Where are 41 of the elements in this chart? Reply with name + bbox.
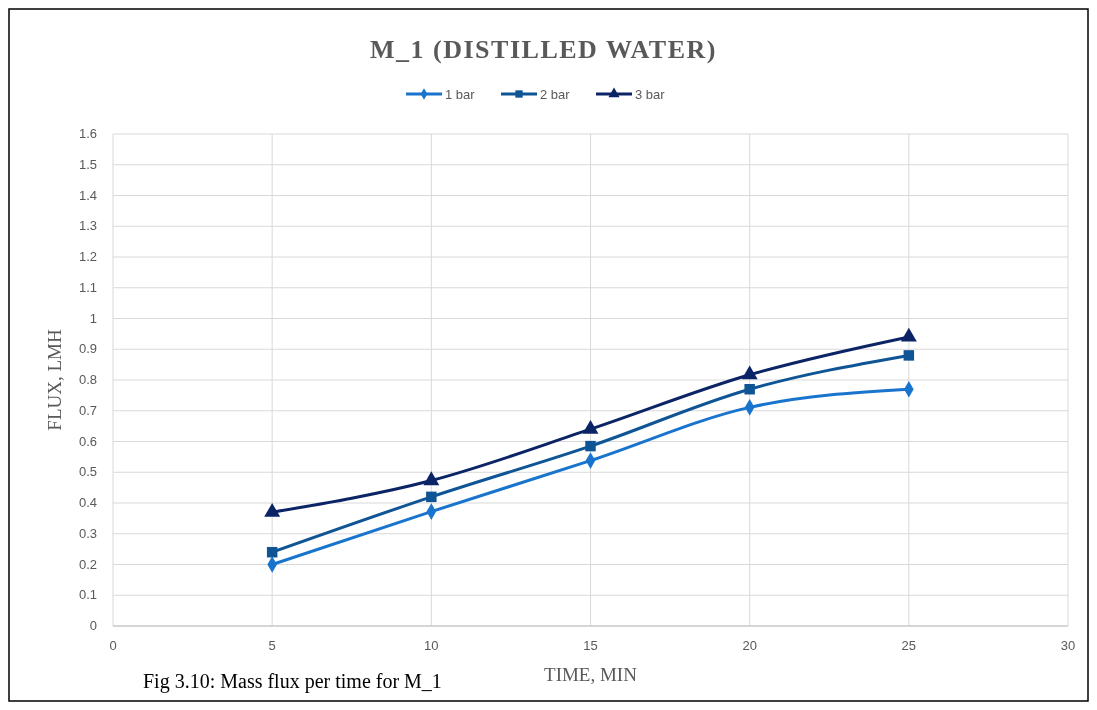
x-tick-label: 20 [742, 638, 757, 653]
y-tick-label: 0.2 [78, 556, 97, 572]
x-axis-title: TIME, MIN [544, 664, 638, 685]
y-tick-label: 1.1 [78, 279, 97, 295]
point [900, 327, 917, 342]
x-tick-label: 0 [109, 638, 117, 653]
legend-label: 1 bar [445, 87, 476, 102]
y-tick-label: 1.4 [78, 187, 97, 203]
caption: Fig 3.10: Mass flux per time for M_1 [143, 670, 442, 693]
legend-label: 2 bar [540, 87, 571, 102]
point [582, 420, 599, 434]
y-tick-label: 1.2 [78, 249, 97, 264]
y-tick-label: 1.6 [78, 126, 97, 141]
point [423, 471, 440, 486]
legend-label: 3 bar [635, 87, 666, 102]
y-tick-label: 1.3 [78, 218, 97, 234]
y-tick-label: 1 [89, 310, 97, 326]
point [264, 503, 281, 517]
y-tick-label: 0.5 [78, 464, 97, 480]
y-tick-label: 0.4 [78, 495, 97, 510]
x-tick-label: 10 [424, 638, 439, 653]
point [585, 440, 596, 452]
x-tick-label: 25 [901, 638, 917, 653]
y-tick-label: 0.3 [78, 525, 97, 541]
y-tick-label: 1.5 [78, 156, 97, 172]
point [266, 546, 278, 558]
y-tick-label: 0.7 [78, 402, 97, 418]
point [426, 491, 437, 503]
y-tick-label: 0.8 [78, 372, 97, 387]
y-tick-label: 0.9 [78, 341, 97, 357]
chart-title: M_1 (DISTILLED WATER) [370, 35, 717, 64]
x-tick-label: 5 [268, 638, 276, 653]
y-axis-title: FLUX, LMH [44, 329, 65, 431]
point [744, 383, 755, 395]
y-tick-label: 0.1 [78, 587, 97, 603]
point [741, 365, 758, 380]
point [903, 350, 915, 361]
x-tick-label: 30 [1060, 638, 1076, 653]
x-tick-label: 15 [583, 638, 598, 653]
y-tick-label: 0 [89, 618, 97, 633]
y-tick-label: 0.6 [78, 433, 97, 449]
